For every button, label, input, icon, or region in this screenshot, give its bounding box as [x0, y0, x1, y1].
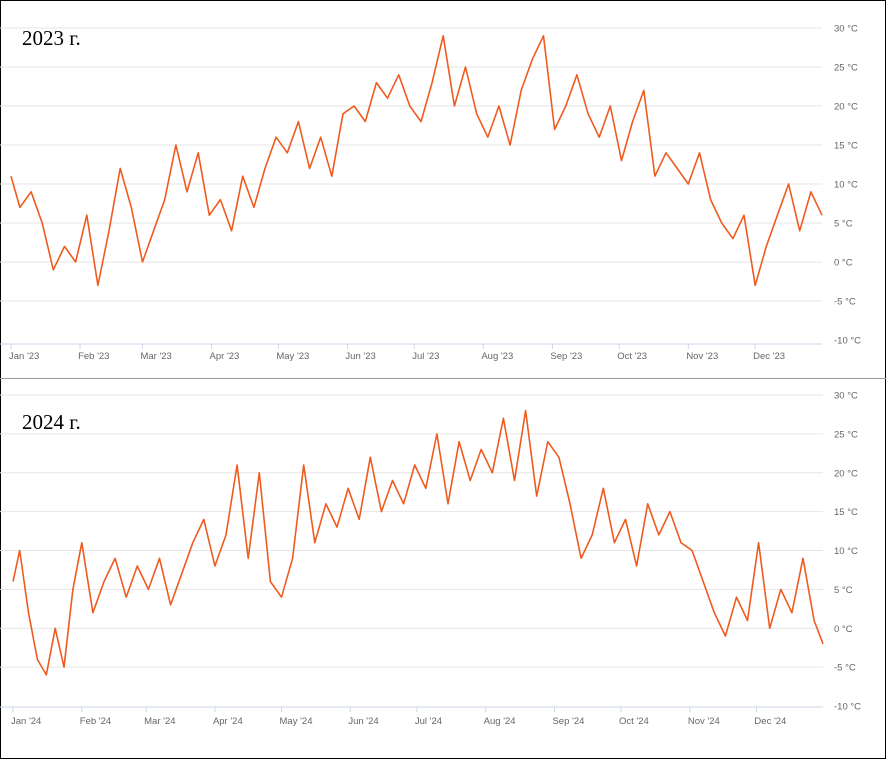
chart-panel-2024: 30 °C 25 °C 20 °C 15 °C 10 °C 5 °C 0 °C -5 °C -1…	[0, 378, 886, 759]
x-tick-label: Feb '24	[80, 716, 111, 727]
y-tick-label: 15 °C	[834, 141, 858, 152]
x-tick-label: Jul '23	[412, 351, 439, 362]
temperature-series-line	[10, 34, 823, 287]
temperature-series-line	[12, 409, 824, 676]
y-tick-label: 5 °C	[834, 219, 853, 230]
x-tick-label: Jun '24	[348, 716, 378, 727]
x-tick-label: Sep '24	[552, 716, 584, 727]
y-tick-label: 20 °C	[834, 102, 858, 113]
chart-title-2023: 2023 г.	[22, 26, 81, 50]
y-tick-label: 10 °C	[834, 180, 858, 191]
x-tick-label: Apr '23	[210, 351, 240, 362]
x-tick-label: Jan '23	[9, 351, 39, 362]
x-tick-label: May '24	[280, 716, 313, 727]
x-tick-label: Nov '24	[688, 716, 720, 727]
chart-title-2024: 2024 г.	[22, 410, 81, 434]
x-tick-label: Jan '24	[11, 716, 41, 727]
chart-2024: 30 °C 25 °C 20 °C 15 °C 10 °C 5 °C 0 °C -5 °C -1…	[0, 391, 861, 727]
x-tick-label: Mar '23	[140, 351, 171, 362]
y-tick-label: -5 °C	[834, 297, 856, 308]
x-tick-label: Jun '23	[345, 351, 375, 362]
x-tick-label: Nov '23	[686, 351, 718, 362]
y-tick-label: 15 °C	[834, 507, 858, 518]
y-tick-label: -10 °C	[834, 702, 861, 713]
x-tick-label: Feb '23	[78, 351, 109, 362]
x-tick-label: Sep '23	[550, 351, 582, 362]
x-tick-label: Oct '24	[619, 716, 649, 727]
x-tick-label: Jul '24	[415, 716, 442, 727]
x-tick-label: Aug '24	[484, 716, 516, 727]
y-tick-label: 5 °C	[834, 585, 853, 596]
y-tick-label: 25 °C	[834, 63, 858, 74]
chart-2023: 30 °C 25 °C 20 °C 15 °C 10 °C 5 °C 0 °C -5 °C -1…	[0, 24, 861, 362]
y-tick-label: 25 °C	[834, 429, 858, 440]
y-tick-label: 30 °C	[834, 391, 858, 402]
chart-panel-2023: 30 °C 25 °C 20 °C 15 °C 10 °C 5 °C 0 °C -5 °C -1…	[0, 0, 886, 378]
y-tick-label: 30 °C	[834, 24, 858, 35]
x-tick-label: May '23	[276, 351, 309, 362]
panel-divider	[0, 378, 886, 379]
y-tick-label: 0 °C	[834, 258, 853, 269]
x-tick-label: Aug '23	[481, 351, 513, 362]
y-tick-label: 10 °C	[834, 546, 858, 557]
x-tick-label: Dec '24	[754, 716, 786, 727]
y-tick-label: -5 °C	[834, 663, 856, 674]
x-tick-label: Mar '24	[144, 716, 175, 727]
x-tick-label: Apr '24	[213, 716, 243, 727]
y-tick-label: 20 °C	[834, 468, 858, 479]
x-tick-label: Dec '23	[753, 351, 785, 362]
y-tick-label: 0 °C	[834, 624, 853, 635]
x-tick-label: Oct '23	[617, 351, 647, 362]
y-tick-label: -10 °C	[834, 336, 861, 347]
